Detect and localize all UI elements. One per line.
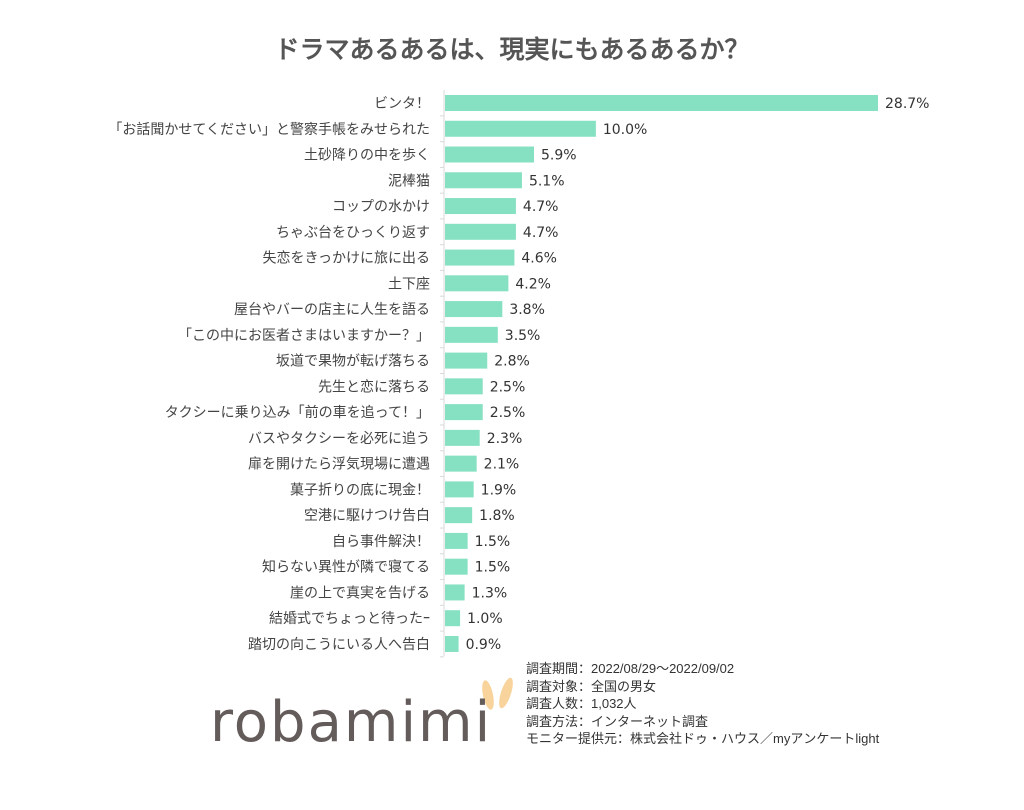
- value-label: 28.7%: [885, 96, 929, 112]
- bar: [445, 558, 468, 575]
- value-label: 5.1%: [529, 173, 565, 189]
- bar: [445, 378, 483, 395]
- category-label: 空港に駆けつけ告白: [304, 508, 430, 524]
- note-period: 調査期間：2022/08/29～2022/09/02: [526, 661, 735, 676]
- bar: [445, 584, 465, 601]
- category-label: 知らない異性が隣で寝てる: [262, 559, 430, 576]
- bar: [445, 223, 516, 240]
- category-label: 「この中にお医者さまはいますかー？」: [178, 328, 430, 344]
- category-label: 崖の上で真実を告げる: [290, 585, 430, 601]
- category-label: 坂道で果物が転げ落ちる: [276, 354, 430, 370]
- category-label: 屋台やバーの店主に人生を語る: [234, 302, 430, 318]
- value-label: 3.8%: [509, 302, 545, 318]
- value-label: 2.5%: [490, 405, 526, 421]
- bar: [445, 532, 468, 549]
- bar: [445, 635, 459, 652]
- category-label: ちゃぶ台をひっくり返す: [276, 225, 430, 241]
- bar: [445, 95, 878, 111]
- category-label: 結婚式でちょっと待ったｰ: [269, 611, 430, 627]
- category-label: 菓子折りの底に現金！: [290, 482, 430, 498]
- logo-ears-icon: [482, 677, 513, 710]
- bar: [445, 429, 480, 446]
- value-label: 5.9%: [541, 148, 577, 164]
- bar: [445, 610, 461, 627]
- value-label: 1.9%: [481, 482, 517, 498]
- bar: [445, 404, 483, 421]
- value-label: 0.9%: [466, 637, 502, 653]
- note-target: 調査対象：全国の男女: [526, 678, 657, 694]
- bar: [445, 507, 473, 524]
- value-label: 2.1%: [484, 457, 520, 473]
- bar: [445, 275, 509, 292]
- bar: [445, 249, 515, 266]
- survey-notes: 調査期間：2022/08/29～2022/09/02 調査対象：全国の男女 調査…: [526, 660, 879, 748]
- category-label: 自ら事件解決！: [332, 534, 430, 550]
- value-label: 10.0%: [603, 122, 647, 138]
- bar: [445, 352, 488, 369]
- bar: [445, 146, 535, 163]
- category-label: 扉を開けたら浮気現場に遭遇: [248, 457, 430, 473]
- bar: [445, 172, 522, 189]
- robamimi-logo: robamimi: [210, 690, 493, 755]
- category-label: バスやタクシーを必死に追う: [248, 431, 430, 447]
- bar: [445, 326, 498, 343]
- category-label: 先生と恋に落ちる: [318, 378, 430, 395]
- category-label: ビンタ！: [374, 96, 430, 112]
- category-label: 土下座: [388, 276, 430, 292]
- value-label: 1.5%: [475, 560, 511, 576]
- value-label: 2.8%: [494, 354, 530, 370]
- bar: [445, 481, 474, 498]
- value-label: 2.3%: [487, 431, 523, 447]
- value-label: 4.7%: [523, 225, 559, 241]
- bar: [445, 198, 516, 215]
- value-label: 4.7%: [523, 199, 559, 215]
- value-label: 1.3%: [472, 585, 508, 601]
- category-label: 失恋をきっかけに旅に出る: [263, 250, 430, 267]
- chart-title: ドラマあるあるは、現実にもあるあるか？: [274, 35, 750, 64]
- value-label: 3.5%: [505, 328, 541, 344]
- category-label: コップの水かけ: [332, 199, 430, 215]
- value-label: 1.5%: [475, 534, 511, 550]
- value-label: 4.6%: [521, 251, 557, 267]
- bar: [445, 120, 596, 137]
- bar: [445, 301, 503, 318]
- value-label: 4.2%: [515, 276, 551, 292]
- note-method: 調査方法：インターネット調査: [526, 713, 709, 729]
- note-provider: モニター提供元：株式会社ドゥ・ハウス／myアンケートlight: [526, 731, 880, 746]
- note-count: 調査人数：1,032人: [526, 696, 637, 711]
- category-label: 土砂降りの中を歩く: [304, 148, 430, 164]
- bar: [445, 455, 477, 472]
- value-label: 1.0%: [467, 611, 503, 627]
- category-label: 「お話聞かせてください」と警察手帳をみせられた: [108, 121, 430, 138]
- value-label: 1.8%: [479, 508, 515, 524]
- category-label: 泥棒猫: [388, 173, 430, 189]
- value-label: 2.5%: [490, 379, 526, 395]
- category-label: 踏切の向こうにいる人へ告白: [248, 637, 430, 653]
- category-label: タクシーに乗り込み「前の車を追って！」: [165, 404, 430, 421]
